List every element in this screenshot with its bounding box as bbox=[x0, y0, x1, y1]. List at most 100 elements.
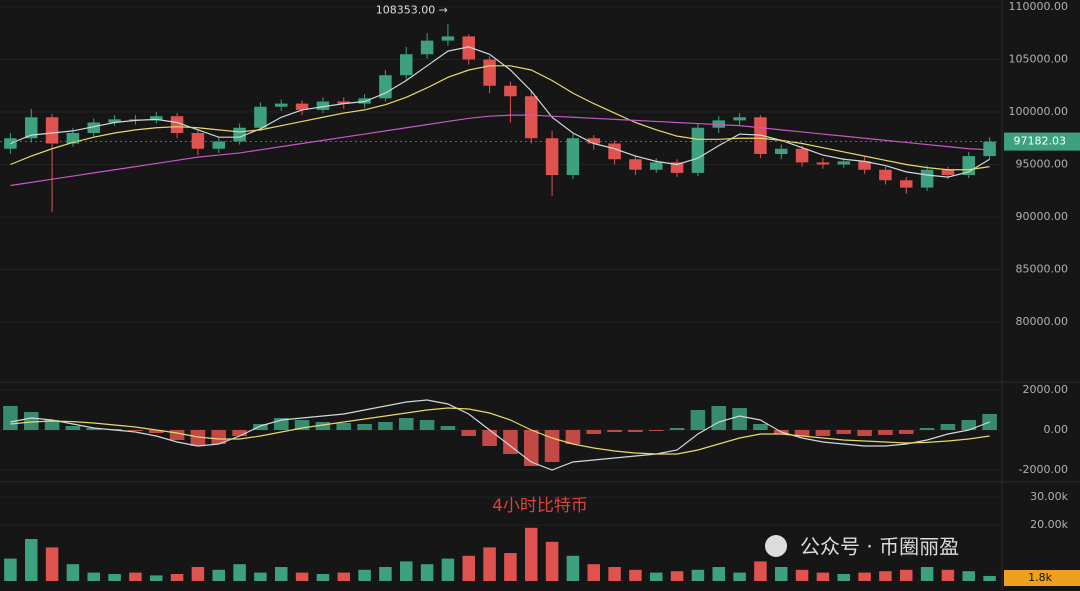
macd-bar bbox=[503, 430, 518, 454]
candle-body bbox=[566, 138, 580, 176]
volume-bar bbox=[879, 571, 892, 581]
volume-bar bbox=[858, 572, 871, 581]
volume-bar bbox=[608, 567, 621, 581]
macd-bar bbox=[648, 430, 664, 431]
macd-bar bbox=[23, 412, 39, 430]
macd-bar bbox=[898, 430, 914, 434]
volume-bar bbox=[733, 572, 746, 581]
candle-body bbox=[400, 54, 413, 76]
candle-body bbox=[545, 138, 559, 176]
candle-body bbox=[858, 161, 871, 170]
macd-bar bbox=[357, 424, 372, 430]
candle-body bbox=[483, 59, 496, 86]
high-annotation: 108353.00 → bbox=[376, 3, 448, 16]
volume-bar bbox=[400, 561, 413, 581]
candle-body bbox=[983, 141, 996, 157]
volume-bar bbox=[650, 572, 663, 581]
volume-bar bbox=[962, 571, 975, 581]
indicator-line bbox=[10, 114, 990, 187]
volume-bar bbox=[337, 572, 350, 581]
last-price-label: 97182.03 bbox=[1014, 135, 1067, 148]
y-tick-label: 80000.00 bbox=[1016, 315, 1069, 328]
volume-bar bbox=[920, 567, 934, 581]
y-tick-label: 100000.00 bbox=[1009, 105, 1069, 118]
macd-bar bbox=[523, 430, 539, 466]
macd-bar bbox=[836, 430, 852, 434]
candle-body bbox=[45, 117, 59, 144]
watermark: 公众号 · 币圈丽盈 bbox=[800, 535, 959, 559]
y-tick-label: 2000.00 bbox=[1023, 383, 1069, 396]
macd-bar bbox=[294, 420, 310, 430]
volume-bar bbox=[462, 555, 475, 581]
candle-body bbox=[4, 138, 17, 149]
volume-bar bbox=[316, 574, 330, 581]
volume-bar bbox=[191, 567, 205, 581]
macd-bar bbox=[940, 424, 956, 430]
macd-bar bbox=[482, 430, 497, 446]
volume-bar bbox=[254, 572, 267, 581]
volume-bar bbox=[691, 569, 705, 581]
macd-bar bbox=[857, 430, 872, 436]
y-tick-label: 20.00k bbox=[1030, 518, 1068, 531]
candle-body bbox=[150, 116, 163, 121]
volume-bar bbox=[87, 572, 100, 581]
candle-body bbox=[108, 119, 121, 123]
macd-bar bbox=[190, 430, 206, 446]
candle-body bbox=[379, 75, 392, 99]
macd-bar bbox=[211, 430, 227, 444]
volume-bar bbox=[4, 558, 17, 581]
macd-bar bbox=[711, 406, 727, 430]
macd-bar bbox=[148, 430, 164, 433]
candle-body bbox=[191, 133, 205, 149]
macd-bar bbox=[44, 420, 60, 430]
macd-bar bbox=[315, 422, 331, 430]
candle-body bbox=[87, 122, 100, 134]
candle-body bbox=[941, 169, 955, 176]
volume-bar bbox=[25, 539, 38, 581]
volume-bar bbox=[129, 572, 142, 581]
macd-bar bbox=[378, 422, 393, 430]
volume-bar bbox=[775, 567, 788, 581]
macd-bar bbox=[3, 406, 18, 430]
volume-bar bbox=[816, 572, 830, 581]
candle-body bbox=[316, 101, 330, 110]
macd-bar bbox=[86, 428, 102, 430]
macd-bar bbox=[607, 430, 622, 432]
y-tick-label: -2000.00 bbox=[1019, 463, 1068, 476]
last-volume-label: 1.8k bbox=[1028, 571, 1052, 584]
candle-body bbox=[504, 85, 517, 97]
candle-body bbox=[233, 127, 246, 142]
macd-bar bbox=[232, 430, 247, 436]
candle-body bbox=[837, 161, 850, 165]
indicator-line bbox=[10, 46, 990, 178]
watermark-icon bbox=[765, 535, 787, 557]
volume-bar bbox=[441, 558, 455, 581]
volume-bar bbox=[108, 574, 121, 581]
indicator-line bbox=[10, 399, 990, 471]
macd-bar bbox=[982, 414, 997, 430]
candle-body bbox=[775, 148, 788, 155]
candle-body bbox=[795, 148, 809, 163]
volume-bar bbox=[545, 541, 559, 581]
candle-body bbox=[608, 143, 621, 160]
candle-body bbox=[691, 127, 705, 173]
macd-bar bbox=[815, 430, 831, 436]
volume-bar bbox=[587, 564, 600, 581]
volume-bar bbox=[525, 527, 538, 581]
volume-bar bbox=[629, 569, 642, 581]
candle-body bbox=[420, 40, 434, 55]
candle-body bbox=[462, 36, 475, 60]
macd-bar bbox=[794, 430, 810, 436]
volume-bar bbox=[233, 564, 246, 581]
volume-bar bbox=[170, 574, 184, 581]
volume-bar bbox=[45, 547, 59, 581]
macd-bar bbox=[128, 430, 143, 431]
candle-body bbox=[650, 162, 663, 170]
y-tick-label: 90000.00 bbox=[1016, 210, 1069, 223]
volume-bar bbox=[295, 572, 309, 581]
candle-body bbox=[212, 141, 225, 149]
macd-bar bbox=[253, 424, 268, 430]
last-price-box bbox=[1004, 132, 1080, 151]
